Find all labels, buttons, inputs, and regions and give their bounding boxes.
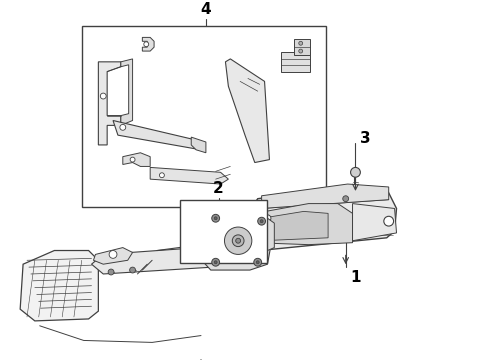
- Polygon shape: [255, 218, 274, 251]
- Text: 1: 1: [350, 270, 361, 285]
- Circle shape: [384, 216, 393, 226]
- Circle shape: [236, 238, 241, 243]
- Polygon shape: [255, 204, 352, 245]
- Circle shape: [120, 125, 126, 130]
- Circle shape: [100, 93, 106, 99]
- Circle shape: [299, 41, 303, 45]
- Polygon shape: [199, 211, 271, 270]
- Polygon shape: [113, 121, 201, 150]
- Circle shape: [144, 42, 148, 47]
- Circle shape: [254, 258, 262, 266]
- Circle shape: [258, 217, 266, 225]
- Circle shape: [159, 173, 164, 178]
- Polygon shape: [262, 211, 328, 241]
- Bar: [179, 200, 268, 263]
- Text: 4: 4: [200, 2, 211, 17]
- Circle shape: [260, 220, 263, 222]
- Polygon shape: [248, 186, 396, 251]
- Circle shape: [212, 214, 220, 222]
- Polygon shape: [92, 245, 260, 274]
- Polygon shape: [98, 62, 121, 145]
- Circle shape: [264, 215, 271, 222]
- Text: 3: 3: [360, 131, 371, 145]
- Polygon shape: [191, 137, 206, 153]
- Circle shape: [217, 219, 260, 262]
- Circle shape: [350, 167, 360, 177]
- Polygon shape: [20, 251, 98, 321]
- Circle shape: [214, 217, 217, 220]
- Polygon shape: [352, 204, 396, 241]
- Polygon shape: [225, 59, 270, 162]
- Polygon shape: [281, 52, 311, 72]
- Polygon shape: [294, 39, 311, 55]
- Polygon shape: [143, 37, 154, 51]
- Polygon shape: [94, 248, 133, 264]
- Circle shape: [224, 227, 252, 255]
- Circle shape: [256, 261, 259, 264]
- Polygon shape: [150, 167, 228, 184]
- Circle shape: [343, 196, 348, 202]
- Bar: [82, 26, 326, 207]
- Circle shape: [130, 267, 136, 273]
- Circle shape: [108, 269, 114, 275]
- Circle shape: [109, 251, 117, 258]
- Circle shape: [299, 49, 303, 53]
- Text: 2: 2: [213, 181, 224, 196]
- Circle shape: [214, 261, 217, 264]
- Polygon shape: [262, 184, 389, 208]
- Polygon shape: [123, 153, 150, 166]
- Polygon shape: [121, 59, 133, 125]
- Circle shape: [232, 235, 244, 247]
- Circle shape: [130, 157, 135, 162]
- Circle shape: [212, 258, 220, 266]
